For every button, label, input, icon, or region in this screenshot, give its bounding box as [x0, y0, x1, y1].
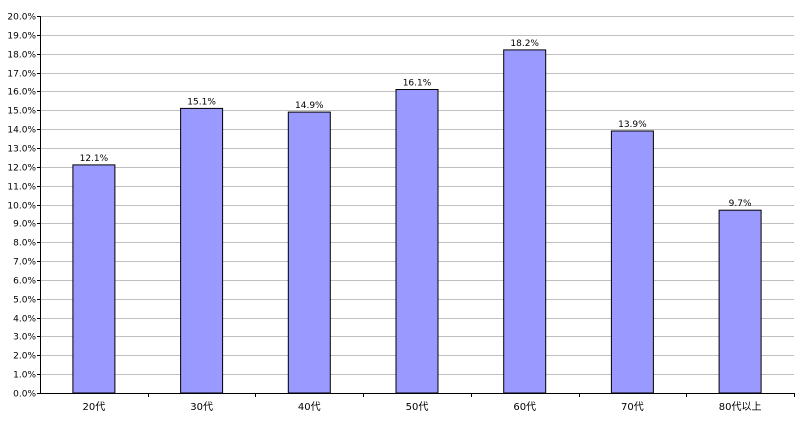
y-tick-label: 13.0%	[7, 145, 36, 155]
bar	[610, 130, 654, 394]
bar	[72, 164, 116, 394]
y-tick-label: 2.0%	[13, 352, 36, 362]
x-tick-label: 50代	[406, 401, 429, 413]
y-tick-label: 15.0%	[7, 107, 36, 117]
y-tick-label: 19.0%	[7, 32, 36, 42]
bar	[287, 111, 331, 394]
data-label: 16.1%	[403, 79, 432, 89]
y-tick-label: 17.0%	[7, 70, 36, 80]
y-tick-label: 5.0%	[13, 296, 36, 306]
y-tick-label: 8.0%	[13, 239, 36, 249]
y-tick-label: 11.0%	[7, 183, 36, 193]
data-label: 13.9%	[618, 120, 647, 130]
y-tick-label: 6.0%	[13, 277, 36, 287]
y-tick-label: 12.0%	[7, 164, 36, 174]
data-labels: 12.1% 15.1% 14.9% 16.1% 18.2% 13.9% 9.7%	[80, 39, 752, 209]
y-tick-label: 4.0%	[13, 315, 36, 325]
x-tick-label: 20代	[83, 401, 106, 413]
bar	[503, 49, 547, 394]
data-label: 12.1%	[80, 154, 109, 164]
bar	[180, 107, 224, 394]
y-tick-label: 0.0%	[13, 390, 36, 400]
axes	[37, 16, 795, 397]
y-tick-label: 1.0%	[13, 371, 36, 381]
x-tick-label: 30代	[190, 401, 213, 413]
x-tick-label: 80代以上	[719, 401, 762, 413]
x-tick-label: 70代	[621, 401, 644, 413]
y-tick-label: 9.0%	[13, 220, 36, 230]
data-label: 15.1%	[187, 97, 216, 107]
bar	[395, 89, 439, 394]
bar	[718, 209, 762, 394]
y-tick-label: 3.0%	[13, 333, 36, 343]
data-label: 18.2%	[510, 39, 539, 49]
y-tick-label: 14.0%	[7, 126, 36, 136]
data-label: 9.7%	[729, 199, 752, 209]
y-tick-label: 20.0%	[7, 13, 36, 23]
y-tick-label: 18.0%	[7, 51, 36, 61]
bars	[72, 49, 762, 394]
y-tick-label: 7.0%	[13, 258, 36, 268]
x-tick-label: 60代	[513, 401, 536, 413]
x-tick-label: 40代	[298, 401, 321, 413]
y-tick-label: 16.0%	[7, 88, 36, 98]
y-tick-label: 10.0%	[7, 202, 36, 212]
data-label: 14.9%	[295, 101, 324, 111]
x-axis-tick-labels: 20代 30代 40代 50代 60代 70代 80代以上	[83, 401, 762, 413]
y-axis-tick-labels: 0.0% 1.0% 2.0% 3.0% 4.0% 5.0% 6.0% 7.0% 8.0% 9.0%…	[7, 13, 36, 400]
